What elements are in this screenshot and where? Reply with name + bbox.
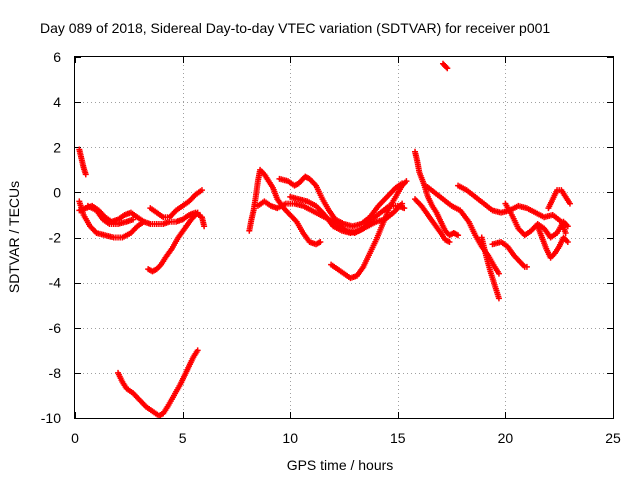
y-tick-label: 6 xyxy=(53,49,61,65)
data-point xyxy=(194,347,201,354)
data-point xyxy=(201,223,208,230)
x-tick-label: 25 xyxy=(605,430,621,446)
data-points xyxy=(76,60,573,419)
data-point xyxy=(403,178,410,185)
x-tick-label: 15 xyxy=(390,430,406,446)
data-point xyxy=(566,200,573,207)
data-point xyxy=(82,171,89,178)
data-point xyxy=(564,223,571,230)
y-tick-label: -2 xyxy=(49,230,62,246)
data-point xyxy=(455,232,462,239)
x-tick-label: 5 xyxy=(179,430,187,446)
x-axis-label: GPS time / hours xyxy=(287,457,394,473)
y-tick-label: -10 xyxy=(41,410,61,426)
data-point xyxy=(564,239,571,246)
y-tick-label: -8 xyxy=(49,365,62,381)
data-point xyxy=(401,205,408,212)
y-tick-label: -6 xyxy=(49,320,62,336)
data-point xyxy=(523,263,530,270)
data-point xyxy=(194,209,201,216)
data-point xyxy=(130,216,137,223)
data-point xyxy=(562,229,569,236)
plot-frame xyxy=(74,56,614,419)
y-tick-label: 0 xyxy=(53,184,61,200)
y-tick-label: 2 xyxy=(53,139,61,155)
y-tick-label: 4 xyxy=(53,94,61,110)
data-point xyxy=(495,270,502,277)
data-point xyxy=(140,218,147,225)
axis-ticks: 0 5 10 15 20 25 -10 -8 -6 -4 -2 0 2 4 6 xyxy=(41,49,621,446)
x-tick-label: 10 xyxy=(282,430,298,446)
chart-title: Day 089 of 2018, Sidereal Day-to-day VTE… xyxy=(40,20,550,36)
data-point xyxy=(446,239,453,246)
y-axis-label: SDTVAR / TECUs xyxy=(6,181,22,293)
data-point xyxy=(317,239,324,246)
y-tick-label: -4 xyxy=(49,275,62,291)
x-tick-label: 20 xyxy=(498,430,514,446)
grid-lines xyxy=(75,57,613,418)
x-tick-label: 0 xyxy=(71,430,79,446)
data-point xyxy=(444,65,451,72)
data-point xyxy=(443,64,450,71)
data-point xyxy=(399,200,406,207)
data-point xyxy=(495,295,502,302)
data-point xyxy=(198,187,205,194)
